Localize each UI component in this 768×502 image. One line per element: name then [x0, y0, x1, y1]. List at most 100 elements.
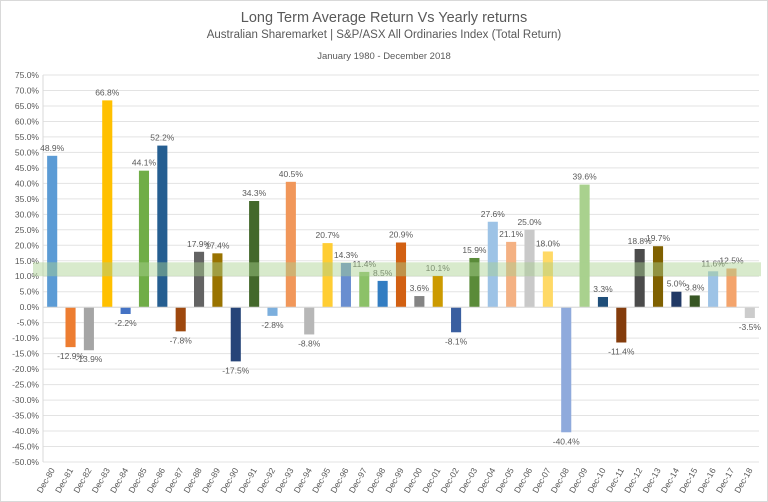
data-label: -13.9% [75, 354, 102, 364]
y-tick-label: 65.0% [15, 101, 40, 111]
data-label: -3.5% [739, 322, 762, 332]
data-label: 3.3% [593, 284, 613, 294]
data-label: 40.5% [279, 169, 304, 179]
bar-dec-05 [506, 241, 517, 308]
y-tick-label: 60.0% [15, 116, 40, 126]
bar-dec-17 [726, 268, 737, 308]
data-label: 3.6% [410, 283, 430, 293]
data-label: -2.2% [115, 318, 138, 328]
data-label: 48.9% [40, 143, 65, 153]
chart-title: Long Term Average Return Vs Yearly retur… [240, 10, 528, 26]
bar-dec-94 [304, 307, 315, 335]
data-label: 25.0% [517, 217, 542, 227]
y-tick-label: 40.0% [15, 178, 40, 188]
bar-dec-18 [744, 307, 755, 319]
data-label: 39.6% [573, 172, 598, 182]
data-label: -7.8% [170, 335, 193, 345]
y-tick-label: -10.0% [12, 333, 39, 343]
bar-dec-01 [432, 275, 443, 308]
bar-dec-83 [102, 100, 113, 308]
y-tick-label: 75.0% [15, 70, 40, 80]
bar-dec-02 [451, 307, 462, 333]
bar-dec-03 [469, 257, 480, 308]
data-label: 3.8% [685, 282, 705, 292]
bar-dec-04 [487, 221, 498, 308]
bar-dec-91 [249, 201, 260, 308]
data-label: -2.8% [261, 320, 284, 330]
y-tick-label: -20.0% [12, 364, 39, 374]
data-label: -8.1% [445, 336, 468, 346]
bar-dec-82 [83, 307, 94, 351]
y-tick-label: -30.0% [12, 395, 39, 405]
data-label: 11.4% [353, 259, 377, 269]
data-label: 21.1% [499, 229, 524, 239]
data-label: -17.5% [222, 365, 249, 375]
data-label: 15.9% [462, 245, 487, 255]
y-tick-label: 20.0% [15, 240, 40, 250]
data-label: 17.9% [187, 239, 212, 249]
data-label: 11.6% [701, 258, 725, 268]
bar-dec-00 [414, 296, 425, 308]
data-label: 10.1% [426, 263, 451, 273]
y-tick-label: -35.0% [12, 411, 39, 421]
y-tick-label: 70.0% [15, 85, 40, 95]
y-tick-label: -15.0% [12, 349, 39, 359]
y-tick-label: 10.0% [15, 271, 40, 281]
y-tick-label: 0.0% [20, 302, 40, 312]
bar-dec-90 [230, 307, 241, 362]
bar-dec-87 [175, 307, 186, 332]
data-label: -11.4% [608, 346, 635, 356]
data-label: 12.5% [719, 256, 744, 266]
y-tick-label: 15.0% [15, 256, 40, 266]
bar-dec-89 [212, 253, 223, 308]
data-label: 14.3% [334, 250, 359, 260]
y-tick-label: 45.0% [15, 163, 40, 173]
bar-dec-86 [157, 145, 168, 308]
bar-dec-93 [285, 181, 296, 308]
y-tick-label: -45.0% [12, 442, 39, 452]
data-label: -12.9% [57, 351, 84, 361]
data-label: -8.8% [298, 338, 321, 348]
data-label: 18.0% [536, 238, 561, 248]
bar-dec-80 [47, 155, 58, 308]
y-tick-label: -25.0% [12, 380, 39, 390]
bar-dec-98 [377, 280, 388, 308]
average-return-band [33, 262, 761, 277]
bar-dec-16 [708, 271, 719, 308]
bar-dec-15 [689, 295, 700, 308]
bar-dec-09 [579, 184, 590, 308]
y-tick-label: 35.0% [15, 194, 40, 204]
y-tick-label: -50.0% [12, 457, 39, 467]
bar-dec-84 [120, 307, 131, 315]
bar-dec-13 [652, 246, 664, 308]
y-tick-label: 55.0% [15, 132, 40, 142]
data-label: 18.8% [628, 236, 653, 246]
y-tick-label: 30.0% [15, 209, 40, 219]
data-label: 20.9% [389, 229, 414, 239]
bar-dec-88 [194, 251, 205, 308]
y-tick-label: 50.0% [15, 147, 40, 157]
bar-dec-99 [395, 242, 407, 308]
bar-dec-92 [267, 307, 278, 316]
bar-dec-10 [597, 296, 608, 308]
data-label: 34.3% [242, 188, 267, 198]
bar-dec-97 [359, 271, 370, 308]
data-label: 27.6% [481, 209, 506, 219]
y-tick-label: -40.0% [12, 426, 39, 436]
bar-dec-95 [322, 243, 333, 308]
y-tick-label: 25.0% [15, 225, 40, 235]
data-label: 8.5% [373, 268, 393, 278]
bar-dec-96 [340, 262, 351, 308]
chart-period: January 1980 - December 2018 [317, 51, 451, 62]
bar-dec-85 [138, 170, 150, 308]
bar-dec-07 [542, 251, 553, 308]
data-label: 5.0% [667, 279, 687, 289]
bar-dec-12 [634, 248, 645, 308]
chart-subtitle: Australian Sharemarket | S&P/ASX All Ord… [206, 29, 562, 41]
data-label: -40.4% [553, 436, 580, 446]
data-label: 44.1% [132, 158, 157, 168]
data-label: 52.2% [150, 133, 175, 143]
bar-dec-81 [65, 307, 76, 348]
